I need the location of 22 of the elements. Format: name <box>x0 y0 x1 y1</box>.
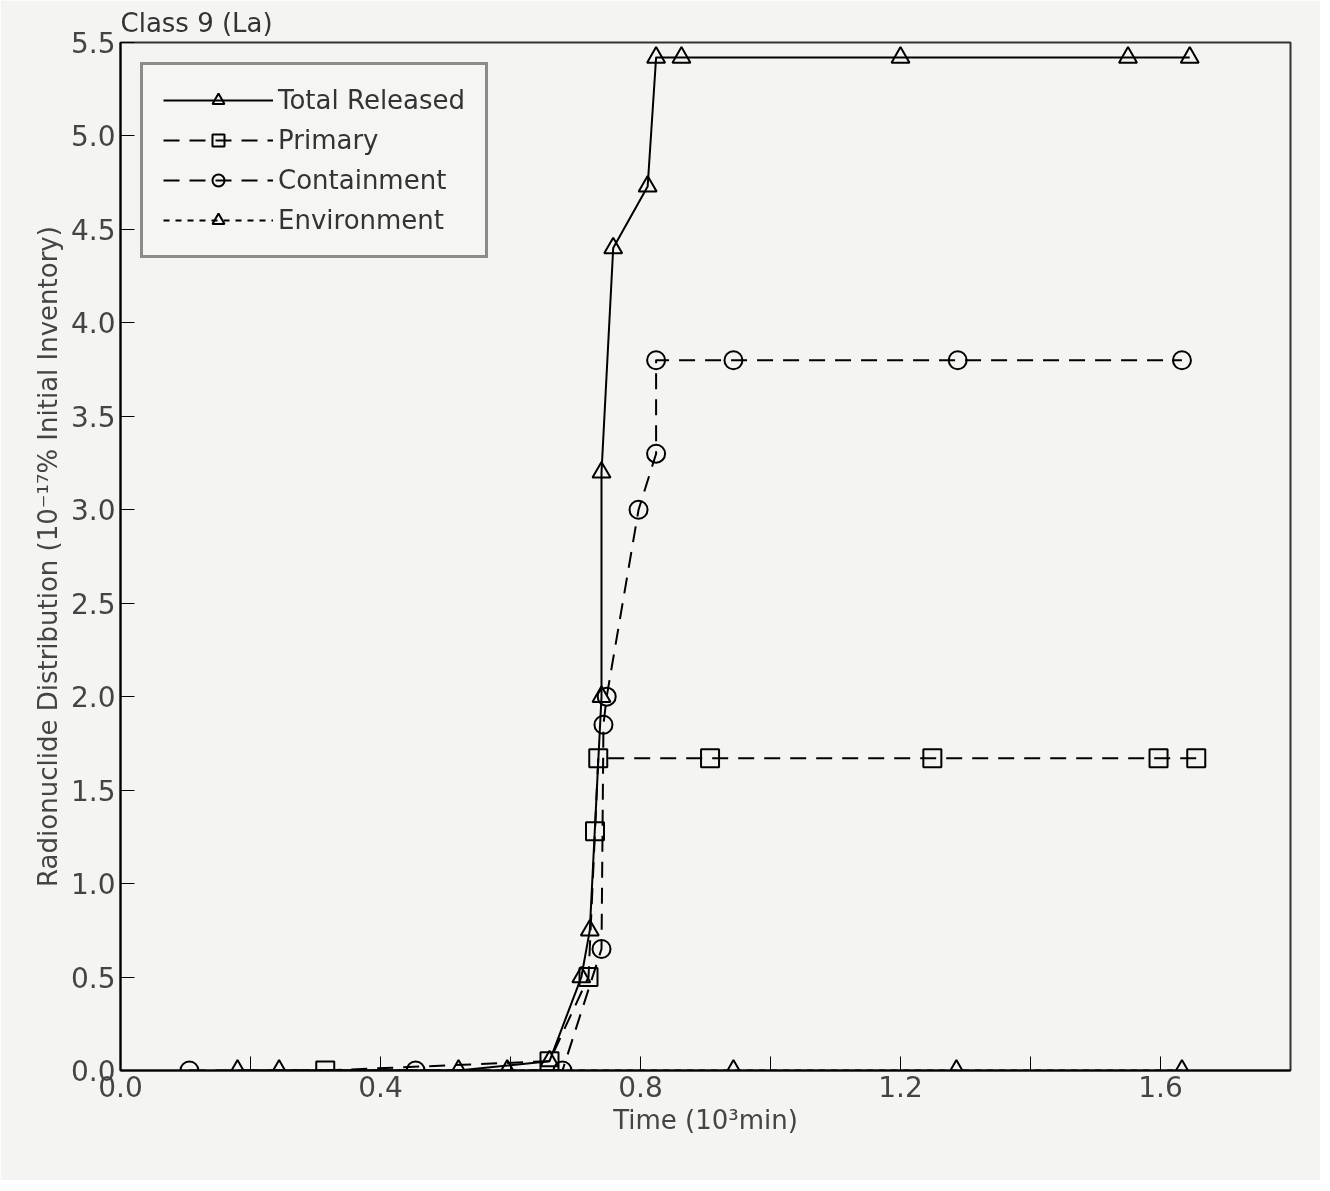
legend-label: Environment <box>278 205 445 235</box>
y-tick-label: 3.5 <box>70 400 116 434</box>
y-tick-label: 4.0 <box>70 307 116 341</box>
x-axis-title: Time (10³min) <box>612 1104 798 1135</box>
y-tick-label: 3.0 <box>70 494 116 528</box>
y-tick-label: 2.5 <box>70 587 116 621</box>
legend-label: Primary <box>278 125 379 155</box>
y-tick-label: 4.5 <box>70 213 116 247</box>
x-tick-label: 1.2 <box>878 1070 923 1104</box>
x-tick-label: 0.8 <box>618 1070 663 1104</box>
y-axis-title: Radionuclide Distribution (10⁻¹⁷% Initial Inventory) <box>32 226 63 887</box>
x-tick-label: 1.6 <box>1138 1070 1183 1104</box>
legend-label: Containment <box>278 165 447 195</box>
chart-title: Class 9 (La) <box>120 7 273 38</box>
y-tick-label: 1.5 <box>70 774 116 808</box>
y-tick-label: 0.5 <box>70 961 116 995</box>
x-tick-label: 0.4 <box>358 1070 403 1104</box>
y-tick-label: 5.5 <box>70 27 116 60</box>
y-tick-label: 2.0 <box>70 681 116 715</box>
y-tick-label: 1.0 <box>70 868 116 902</box>
y-tick-label: 5.0 <box>70 120 116 154</box>
legend-label: Total Released <box>278 85 466 115</box>
